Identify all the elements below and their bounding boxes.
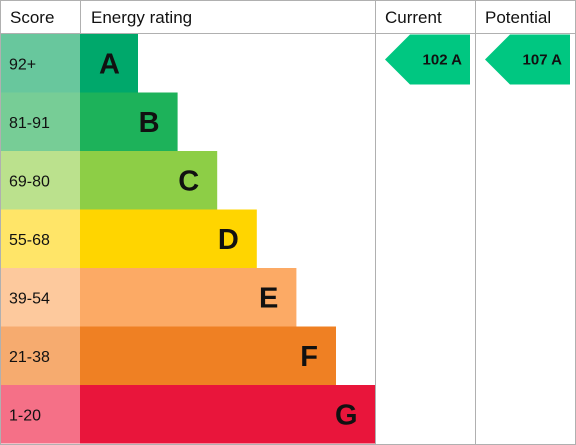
score-range-e: 39-54 (9, 290, 50, 307)
header-energy-rating: Energy rating (91, 8, 192, 27)
current-rating-arrow (385, 34, 470, 85)
rating-bar-g (80, 385, 376, 444)
score-cell-b (0, 92, 80, 151)
score-cell-f (0, 326, 80, 385)
score-cell-g (0, 385, 80, 444)
potential-rating-label: 107 A (523, 52, 563, 69)
header-potential: Potential (485, 8, 551, 27)
header-score: Score (10, 8, 54, 27)
band-letter-g: G (335, 399, 358, 431)
rating-bar-e (80, 268, 297, 327)
score-cell-e (0, 268, 80, 327)
rating-markers: 102 A 107 A (385, 34, 570, 85)
score-cell-a (0, 34, 80, 93)
rating-bar-f (80, 326, 336, 385)
current-rating-label: 102 A (423, 52, 463, 69)
score-cell-c (0, 151, 80, 210)
score-range-c: 69-80 (9, 173, 50, 190)
score-cell-d (0, 209, 80, 268)
score-range-a: 92+ (9, 56, 36, 73)
rating-bands: 92+ A 81-91 B 69-80 C 55-68 D 39-54 E 21-38 F 1-20 G (0, 34, 376, 444)
score-range-g: 1-20 (9, 407, 41, 424)
rating-bar-b (80, 92, 178, 151)
band-letter-e: E (259, 282, 278, 314)
rating-bar-a (80, 34, 138, 93)
rating-bar-c (80, 151, 218, 210)
score-range-d: 55-68 (9, 232, 50, 249)
band-letter-d: D (218, 224, 239, 256)
score-range-f: 21-38 (9, 349, 50, 366)
score-range-b: 81-91 (9, 115, 50, 132)
potential-rating-arrow (485, 34, 570, 85)
band-letter-f: F (300, 341, 318, 373)
band-letter-b: B (139, 107, 160, 139)
band-letter-c: C (178, 165, 199, 197)
header-current: Current (385, 8, 442, 27)
band-letter-a: A (99, 48, 120, 80)
rating-bar-d (80, 209, 257, 268)
